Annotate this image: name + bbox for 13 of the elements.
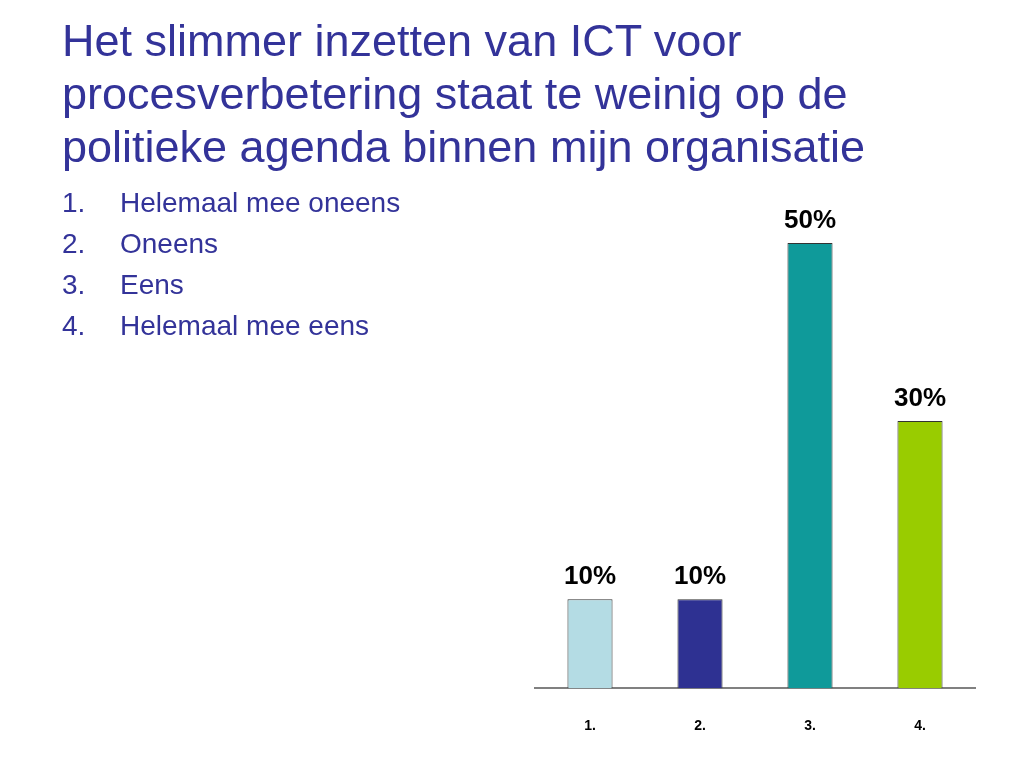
data-label: 10%	[563, 560, 617, 591]
text: 3. Eens	[62, 269, 184, 300]
chart-title: Het slimmer inzetten van ICT voor procesverbetering staat te weinig op de politieke agenda binnen mijn organisatie	[62, 14, 867, 173]
data-label: 30%	[893, 382, 947, 413]
x-tick-label: 4.	[914, 717, 926, 734]
text: 1. Helemaal mee oneens	[62, 187, 401, 218]
text: 2. Oneens	[62, 228, 219, 259]
data-label: 10%	[673, 560, 727, 591]
text: 4. Helemaal mee eens	[62, 310, 370, 341]
data-label: 50%	[783, 204, 837, 235]
x-tick-label: 1.	[584, 717, 596, 734]
x-tick-label: 3.	[804, 717, 816, 734]
x-tick-label: 2.	[694, 717, 706, 734]
